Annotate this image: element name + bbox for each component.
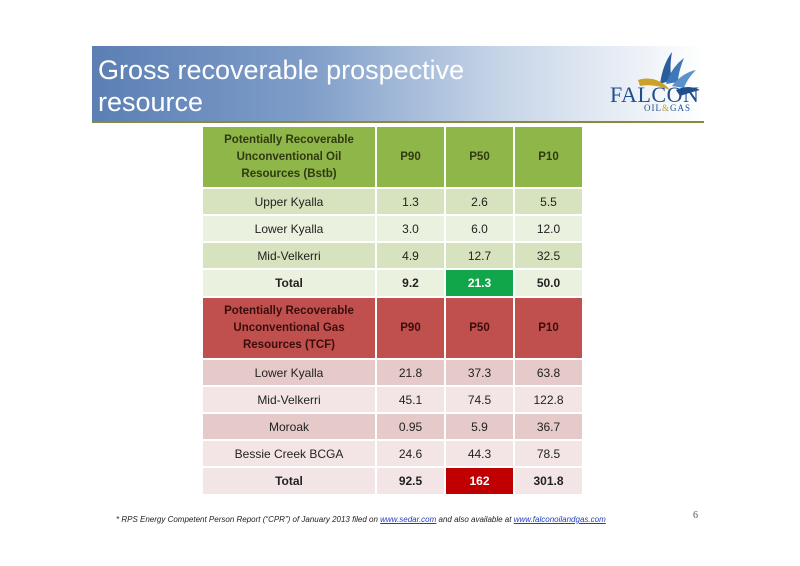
resource-table: Potentially Recoverable Unconventional O… bbox=[201, 125, 584, 496]
cell-p50: 37.3 bbox=[444, 358, 515, 387]
falcon-website-link[interactable]: www.falconoilandgas.com bbox=[513, 515, 606, 524]
cell-p50: 5.9 bbox=[444, 412, 515, 441]
oil-header-row: Potentially Recoverable Unconventional O… bbox=[201, 125, 584, 189]
row-name: Lower Kyalla bbox=[201, 358, 377, 387]
gas-header-p90: P90 bbox=[375, 296, 446, 360]
cell-p10: 78.5 bbox=[513, 439, 584, 468]
total-label: Total bbox=[201, 466, 377, 496]
footnote: * RPS Energy Competent Person Report (“C… bbox=[116, 515, 676, 524]
falcon-bird-icon bbox=[638, 52, 700, 96]
logo-wordmark: FALCON bbox=[610, 82, 700, 107]
oil-header-p10: P10 bbox=[513, 125, 584, 189]
table-row: Mid-Velkerri 45.1 74.5 122.8 bbox=[201, 385, 584, 414]
footnote-text-b: and also available at bbox=[436, 515, 514, 524]
cell-p10: 5.5 bbox=[513, 187, 584, 216]
table-row: Lower Kyalla 21.8 37.3 63.8 bbox=[201, 358, 584, 387]
title-band bbox=[92, 46, 704, 122]
table-row: Lower Kyalla 3.0 6.0 12.0 bbox=[201, 214, 584, 243]
row-name: Upper Kyalla bbox=[201, 187, 377, 216]
gas-total-row: Total 92.5 162 301.8 bbox=[201, 466, 584, 496]
cell-p50: 12.7 bbox=[444, 241, 515, 270]
oil-header-label: Potentially Recoverable Unconventional O… bbox=[201, 125, 377, 189]
falcon-logo: FALCON OIL&GAS bbox=[600, 50, 710, 116]
total-p90: 92.5 bbox=[375, 466, 446, 496]
sedar-link[interactable]: www.sedar.com bbox=[380, 515, 437, 524]
cell-p90: 0.95 bbox=[375, 412, 446, 441]
table-row: Upper Kyalla 1.3 2.6 5.5 bbox=[201, 187, 584, 216]
total-label: Total bbox=[201, 268, 377, 298]
oil-header-p50: P50 bbox=[444, 125, 515, 189]
total-p50-highlight: 21.3 bbox=[444, 268, 515, 298]
gas-header-p50: P50 bbox=[444, 296, 515, 360]
page-number: 6 bbox=[693, 510, 698, 521]
cell-p90: 1.3 bbox=[375, 187, 446, 216]
cell-p50: 44.3 bbox=[444, 439, 515, 468]
oil-total-row: Total 9.2 21.3 50.0 bbox=[201, 268, 584, 298]
cell-p90: 4.9 bbox=[375, 241, 446, 270]
cell-p10: 36.7 bbox=[513, 412, 584, 441]
gas-header-row: Potentially Recoverable Unconventional G… bbox=[201, 296, 584, 360]
oil-header-p90: P90 bbox=[375, 125, 446, 189]
gas-header-p10: P10 bbox=[513, 296, 584, 360]
cell-p50: 74.5 bbox=[444, 385, 515, 414]
cell-p90: 45.1 bbox=[375, 385, 446, 414]
cell-p10: 63.8 bbox=[513, 358, 584, 387]
footnote-text-a: * RPS Energy Competent Person Report (“C… bbox=[116, 515, 381, 524]
table-row: Bessie Creek BCGA 24.6 44.3 78.5 bbox=[201, 439, 584, 468]
logo-subtitle: OIL&GAS bbox=[644, 103, 692, 113]
row-name: Mid-Velkerri bbox=[201, 385, 377, 414]
cell-p10: 122.8 bbox=[513, 385, 584, 414]
cell-p90: 3.0 bbox=[375, 214, 446, 243]
cell-p90: 24.6 bbox=[375, 439, 446, 468]
cell-p50: 6.0 bbox=[444, 214, 515, 243]
total-p50-highlight: 162 bbox=[444, 466, 515, 496]
cell-p90: 21.8 bbox=[375, 358, 446, 387]
total-p90: 9.2 bbox=[375, 268, 446, 298]
row-name: Mid-Velkerri bbox=[201, 241, 377, 270]
cell-p10: 32.5 bbox=[513, 241, 584, 270]
cell-p10: 12.0 bbox=[513, 214, 584, 243]
cell-p50: 2.6 bbox=[444, 187, 515, 216]
table-row: Moroak 0.95 5.9 36.7 bbox=[201, 412, 584, 441]
row-name: Moroak bbox=[201, 412, 377, 441]
table-row: Mid-Velkerri 4.9 12.7 32.5 bbox=[201, 241, 584, 270]
row-name: Bessie Creek BCGA bbox=[201, 439, 377, 468]
total-p10: 301.8 bbox=[513, 466, 584, 496]
title-divider bbox=[92, 121, 704, 123]
gas-header-label: Potentially Recoverable Unconventional G… bbox=[201, 296, 377, 360]
slide-title-line1: Gross recoverable prospective resource bbox=[98, 55, 465, 117]
row-name: Lower Kyalla bbox=[201, 214, 377, 243]
total-p10: 50.0 bbox=[513, 268, 584, 298]
